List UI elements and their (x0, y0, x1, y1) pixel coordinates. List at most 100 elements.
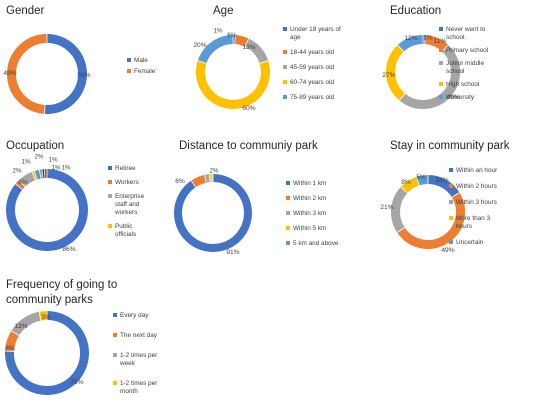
legend-swatch (439, 95, 443, 99)
legend-swatch (286, 226, 290, 230)
slice-separator (38, 169, 42, 179)
slice-separator (396, 227, 405, 233)
data-label: 13% (14, 323, 27, 330)
data-label: 6% (175, 178, 185, 185)
legend-swatch (108, 166, 112, 170)
data-label: 49% (446, 94, 459, 101)
data-label: 21% (380, 204, 393, 211)
slice-separator (44, 104, 46, 114)
data-label: 13% (242, 44, 255, 51)
data-label: 1% (214, 28, 223, 35)
legend-swatch (283, 27, 287, 31)
legend-label: Under 18 years of age (290, 26, 341, 41)
chart-title: Occupation (6, 140, 64, 152)
slice-separator (204, 174, 207, 183)
donut-chart-2: Age 1% 6% 13% 60% 20% Under 18 years of age 18-4… (193, 5, 341, 112)
slice-separator (190, 180, 196, 188)
legend-swatch (286, 241, 290, 245)
legend-swatch (286, 181, 290, 185)
legend: Within 1 km Within 2 km Within 3 km Within … (286, 180, 339, 247)
data-label: 2% (35, 154, 44, 161)
data-label: 86% (62, 246, 75, 253)
legend-swatch (127, 69, 131, 73)
legend-label: Within 3 hours (456, 199, 497, 206)
legend-label: Junior middle school (446, 60, 484, 75)
slice-1-2-times-per-week (11, 311, 41, 336)
slice-separator (38, 311, 42, 321)
legend-swatch (127, 58, 131, 62)
slice-separator (15, 183, 23, 190)
legend-label: Never went to school. (446, 26, 486, 41)
slice-male (44, 34, 87, 114)
legend: Male Female (127, 57, 156, 75)
legend-label: Female (134, 68, 156, 75)
slice-separator (397, 44, 405, 52)
data-label: 3% (41, 314, 51, 321)
chart-title: Frequency of going to (6, 279, 117, 291)
slice-within-3-hours (391, 186, 408, 233)
legend-swatch (286, 211, 290, 215)
legend-label: Enterprise staff and workers (114, 193, 145, 216)
donut-chart-1: Gender 51% 49% Male Female (3, 5, 156, 114)
legend-swatch (286, 196, 290, 200)
legend: Within an hour Within 2 hours Within 3 hou… (449, 167, 498, 246)
chart-title: community parks (6, 294, 93, 306)
legend-swatch (449, 200, 453, 204)
data-label: 49% (441, 247, 454, 254)
slice-separator (197, 60, 207, 64)
data-label: 1% (22, 159, 31, 166)
data-label: 5% (416, 174, 426, 181)
slice-separator (234, 35, 236, 45)
legend-swatch (113, 313, 117, 317)
legend-label: Male (134, 57, 148, 64)
legend-label: The next day (120, 332, 158, 339)
slice-separator (33, 170, 38, 180)
data-label: 20% (193, 42, 206, 49)
data-label: 2% (210, 168, 219, 175)
donut-chart-7: Frequency of going to community parks 75% 8… (5, 279, 158, 395)
legend-swatch (439, 27, 443, 31)
slice-separator (424, 35, 426, 45)
legend-label: 45-59 years old (290, 64, 334, 71)
donut-chart-6: Stay in community park 16% 49% 21% 8% 5% Withi… (380, 140, 509, 254)
slice-high-school (386, 45, 406, 101)
slice-within-an-hour (427, 175, 460, 198)
data-label: 8% (401, 179, 411, 186)
slice-within-2-hours (397, 192, 466, 250)
legend-label: Within 2 km (293, 195, 326, 202)
slice-separator (44, 169, 46, 179)
legend-swatch (108, 180, 112, 184)
data-label: 8% (5, 345, 15, 352)
slice-separator (451, 192, 460, 198)
data-label: 27% (382, 72, 395, 79)
slice-separator (416, 176, 420, 186)
legend-label: Public officials (115, 223, 136, 238)
legend-swatch (108, 194, 112, 198)
slice-within-3-km (204, 174, 211, 183)
slice-every-day (5, 311, 89, 395)
slice-separator (400, 186, 408, 194)
legend: Never went to school. Primary school Junior… (439, 26, 488, 101)
legend-label: 75-89 years old (290, 94, 334, 101)
slice-separator (399, 93, 406, 101)
slice-segment-5 (34, 169, 42, 180)
legend-label: 18-44 years old (290, 49, 334, 56)
slice-75-89-years-old (197, 35, 234, 64)
slice-university (397, 35, 424, 52)
legend-label: Every day (120, 312, 149, 319)
data-label: 6% (227, 32, 237, 39)
legend-swatch (283, 50, 287, 54)
slice-60-74-years-old (196, 60, 270, 109)
legend-label: Within 1 km (293, 180, 326, 187)
data-label: 51% (77, 72, 90, 79)
slice-primary-school (424, 35, 449, 52)
data-label: 1% (424, 35, 433, 42)
legend-swatch (113, 333, 117, 337)
slice-female (7, 34, 48, 114)
chart-title: Age (213, 5, 233, 17)
legend-swatch (439, 82, 443, 86)
legend: Under 18 years of age 18-44 years old 45-59… (283, 26, 341, 101)
legend-swatch (449, 240, 453, 244)
slice-18-44-years-old (234, 35, 249, 47)
